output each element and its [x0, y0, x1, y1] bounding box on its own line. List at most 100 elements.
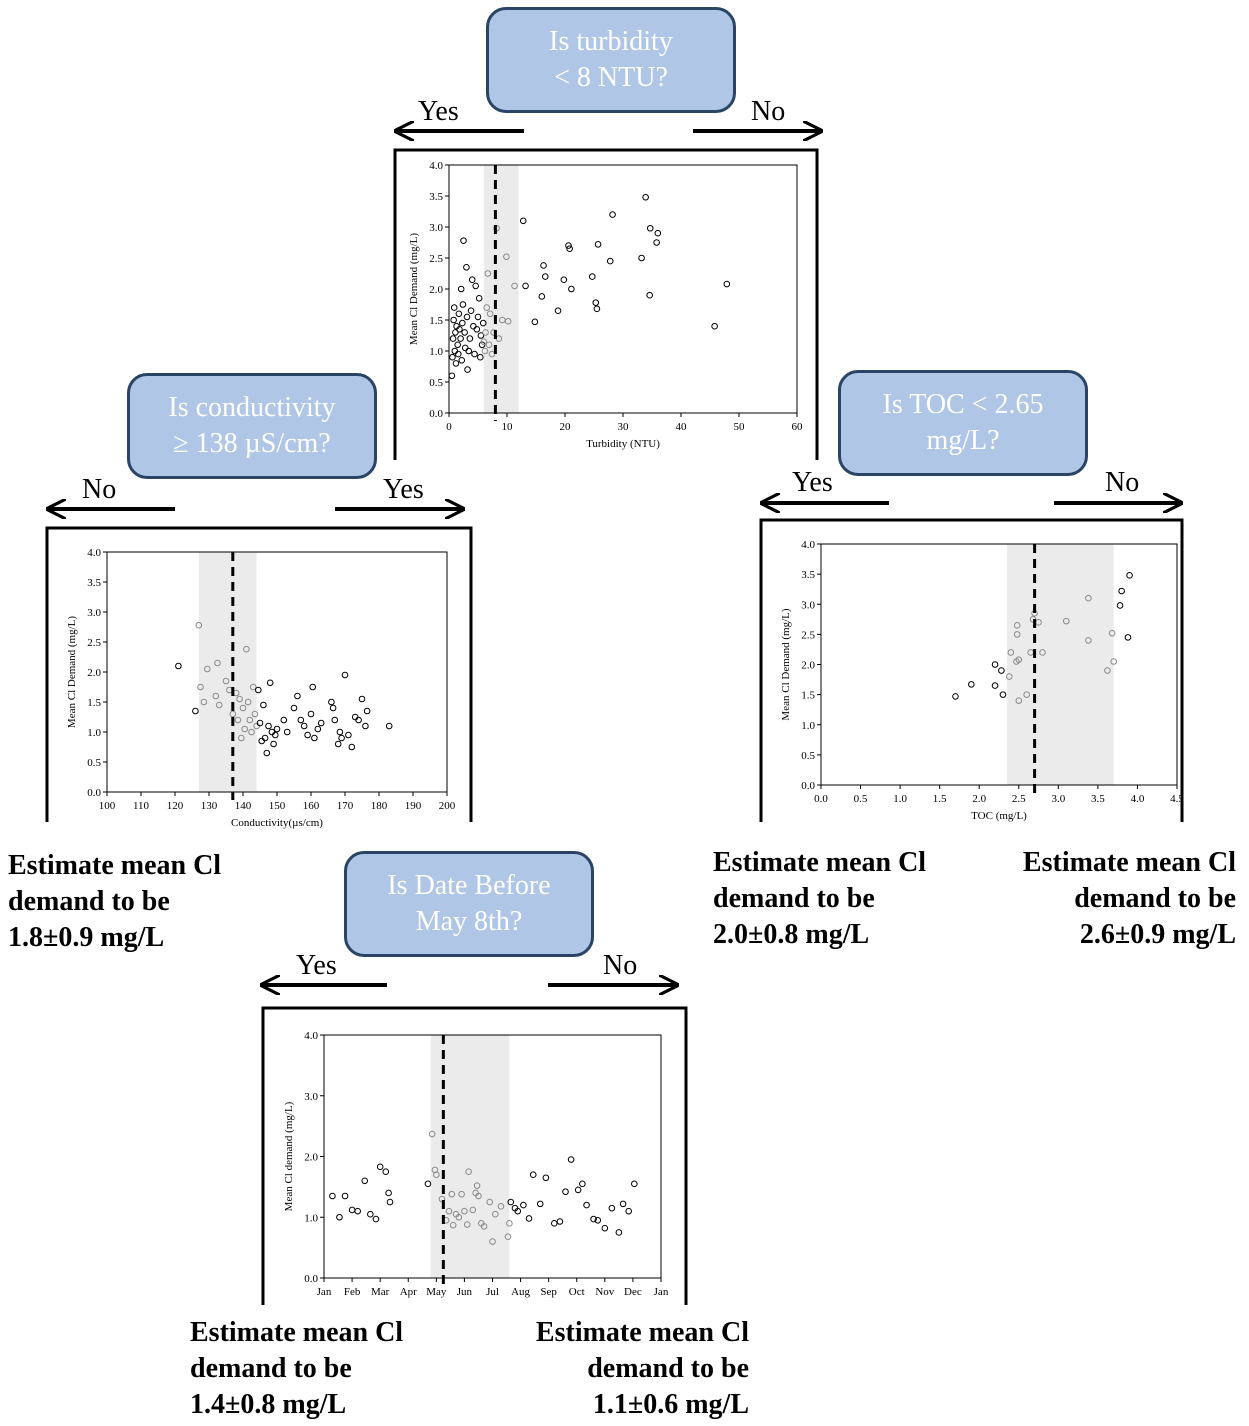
- data-point: [588, 273, 596, 280]
- question-box-conductivity: Is conductivity ≥ 138 µS/cm?: [127, 373, 377, 479]
- data-point: [471, 350, 478, 358]
- x-tick-label: Jul: [486, 1286, 499, 1298]
- data-point: [465, 347, 473, 355]
- data-point: [463, 264, 470, 271]
- data-point: [351, 713, 359, 721]
- data-point: [583, 1201, 590, 1209]
- estimate-line: Estimate mean Cl: [713, 847, 927, 878]
- estimate-line: 2.6±0.9 mg/L: [1079, 919, 1236, 950]
- y-tick-label: 1.0: [429, 346, 443, 358]
- data-point: [1116, 602, 1124, 609]
- data-point: [475, 295, 483, 302]
- data-point: [999, 691, 1007, 698]
- data-point: [542, 1174, 550, 1182]
- data-point: [646, 224, 654, 232]
- data-point: [449, 353, 456, 361]
- x-tick-label: 120: [167, 800, 184, 812]
- y-axis-title: Mean Cl demand (mg/L): [283, 1101, 295, 1211]
- data-point: [541, 273, 549, 280]
- data-point: [556, 1218, 564, 1225]
- data-point: [329, 1192, 336, 1200]
- data-point: [991, 661, 999, 668]
- toc-scatter-plot: 0.0 0.5 1.0 1.5 2.0 2.5 3.0 3.5 4.0 0.0 0.5 1.0 1.5 2…: [780, 539, 1184, 822]
- x-axis-title: Turbidity (NTU): [586, 438, 660, 450]
- data-point: [424, 1180, 432, 1188]
- data-point: [592, 299, 600, 306]
- turbidity-scatter-plot: 0.0 0.5 1.0 1.5 2.0 2.5 3.0 3.5 4.0 0 10 20 30 40 50 60…: [408, 160, 803, 450]
- shaded-region: [483, 165, 519, 413]
- x-tick-label: 1.0: [893, 793, 907, 805]
- y-tick-label: 3.0: [801, 599, 815, 611]
- y-tick-label: 4.0: [304, 1030, 318, 1042]
- x-tick-label: Mar: [371, 1286, 390, 1298]
- data-point: [519, 217, 527, 225]
- question-text-line: Is conductivity: [168, 392, 336, 423]
- y-tick-label: 3.0: [87, 607, 101, 619]
- y-tick-label: 4.0: [429, 160, 443, 172]
- data-point: [554, 307, 562, 314]
- x-tick-label: 3.5: [1091, 793, 1105, 805]
- conductivity-chart: 0.0 0.5 1.0 1.5 2.0 2.5 3.0 3.5 4.0 100 110 120 130 1…: [47, 530, 471, 840]
- data-point: [256, 719, 264, 727]
- x-tick-label: 2.0: [972, 793, 986, 805]
- data-point: [538, 293, 546, 300]
- x-tick-label: Feb: [344, 1286, 361, 1298]
- data-point: [574, 1186, 582, 1194]
- date-chart: 0.0 1.0 2.0 3.0 4.0 Jan Feb Mar Apr May Jun Jul Aug S…: [263, 1008, 687, 1304]
- conductivity-scatter-plot: 0.0 0.5 1.0 1.5 2.0 2.5 3.0 3.5 4.0 100 110 120 130 1…: [66, 547, 456, 829]
- data-point: [341, 1192, 349, 1200]
- y-tick-label: 1.0: [801, 720, 815, 732]
- branch-label-yes: Yes: [296, 950, 337, 981]
- data-point: [290, 704, 298, 712]
- y-tick-label: 3.5: [801, 569, 815, 581]
- x-tick-label: 150: [269, 800, 286, 812]
- data-point: [283, 728, 291, 736]
- branch-label-no: No: [82, 474, 117, 505]
- y-tick-label: 2.5: [429, 253, 443, 265]
- data-point: [461, 329, 468, 336]
- x-tick-label: 160: [303, 800, 320, 812]
- y-tick-label: 3.5: [429, 191, 443, 203]
- data-point: [529, 1171, 537, 1179]
- data-point: [459, 319, 466, 327]
- data-point: [473, 326, 481, 333]
- data-point: [472, 282, 479, 290]
- y-tick-label: 1.0: [87, 727, 101, 739]
- question-text-line: Is Date Before: [387, 870, 551, 901]
- data-point: [449, 335, 457, 342]
- data-point: [470, 322, 477, 330]
- data-point: [450, 316, 457, 324]
- data-point: [619, 1200, 627, 1208]
- data-point: [1124, 634, 1132, 641]
- y-tick-label: 1.5: [87, 697, 101, 709]
- data-point: [461, 344, 469, 352]
- data-point: [454, 341, 462, 349]
- data-point: [1126, 572, 1133, 579]
- estimate-block: Estimate mean Cl demand to be 1.4±0.8 mg…: [190, 1315, 403, 1423]
- data-point: [304, 731, 311, 739]
- estimate-line: 1.1±0.6 mg/L: [592, 1389, 749, 1420]
- data-point: [646, 291, 653, 299]
- shaded-region: [1006, 544, 1114, 785]
- data-point: [258, 737, 265, 745]
- branch-label-no: No: [603, 950, 638, 981]
- branch-label-yes: Yes: [383, 474, 424, 505]
- data-point: [460, 237, 467, 244]
- data-point: [653, 239, 660, 246]
- data-point: [363, 707, 371, 715]
- question-text-line: mg/L?: [926, 425, 1000, 456]
- data-point: [280, 716, 288, 724]
- data-point: [448, 372, 456, 380]
- x-tick-label: 140: [235, 800, 252, 812]
- data-point: [348, 1206, 356, 1214]
- y-tick-label: 4.0: [801, 539, 815, 551]
- x-tick-label: 20: [560, 421, 572, 433]
- y-tick-label: 1.5: [801, 690, 815, 702]
- data-point: [711, 322, 718, 330]
- question-text-line: Is TOC < 2.65: [882, 389, 1044, 420]
- data-point: [272, 731, 279, 739]
- toc-chart: 0.0 0.5 1.0 1.5 2.0 2.5 3.0 3.5 4.0 0.0 0.5 1.0 1.5 2…: [762, 522, 1184, 828]
- data-point: [723, 280, 731, 288]
- data-point: [601, 1224, 609, 1232]
- data-point: [463, 313, 471, 321]
